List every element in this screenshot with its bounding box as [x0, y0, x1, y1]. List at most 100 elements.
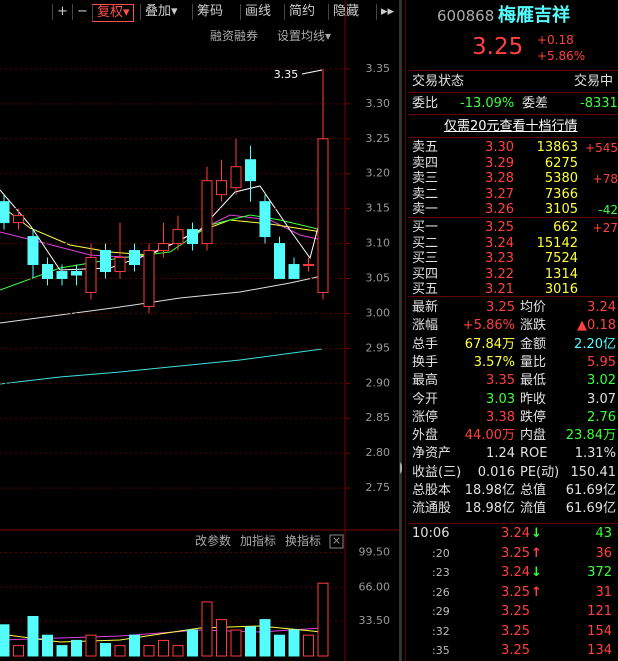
- book-label: 卖五: [412, 140, 439, 155]
- toolbar-button[interactable]: 画线: [240, 4, 271, 20]
- tick-volume: 43: [595, 526, 612, 541]
- candle-body: [114, 257, 126, 273]
- book-price: 3.23: [485, 251, 514, 266]
- volume-bar: [259, 619, 271, 657]
- toolbar-button[interactable]: −: [72, 4, 88, 20]
- chart: 3.35 ✕ 3.35 3.30 3.25 3.20 3.15 3.10 3.05 3.00 2…: [0, 0, 402, 661]
- stock-name: 梅雁吉祥: [498, 5, 570, 26]
- volume-bar: [274, 634, 285, 657]
- volume-bar: [85, 634, 97, 657]
- volume-bar: [201, 601, 213, 657]
- tick-volume: 121: [587, 604, 612, 619]
- candle-body: [42, 264, 53, 279]
- book-delta: +27: [592, 221, 618, 235]
- candle-body: [288, 264, 300, 279]
- stat-label: 今开: [412, 391, 439, 407]
- close-icon[interactable]: ✕: [332, 535, 341, 548]
- volume-bar: [129, 634, 140, 657]
- stat-label: 量比: [520, 354, 547, 370]
- book-label: 买五: [412, 282, 439, 297]
- toolbar-button[interactable]: 筹码: [192, 4, 223, 20]
- volume-bar: [230, 629, 242, 657]
- close-indicator[interactable]: [329, 534, 344, 549]
- indicator-tool[interactable]: 改参数: [195, 534, 232, 548]
- tick-volume: 372: [587, 565, 612, 580]
- change-pct: +5.86%: [537, 49, 586, 63]
- book-label: 卖二: [412, 186, 439, 202]
- divider: [408, 114, 618, 115]
- divider: [408, 217, 618, 218]
- ratio-label: 委比: [412, 96, 439, 111]
- book-volume: 7524: [544, 251, 578, 266]
- promo-link[interactable]: 仅需20元查看十档行情: [444, 119, 578, 134]
- toolbar-button[interactable]: ▸▸: [376, 4, 394, 20]
- y-tick-label: 2.95: [366, 341, 391, 354]
- stat-value: 3.35: [486, 373, 515, 389]
- toolbar-link[interactable]: 融资融券: [210, 29, 259, 43]
- y-tick-label: 3.30: [366, 97, 391, 110]
- tick-price: 3.25: [501, 643, 530, 658]
- volume-bar: [100, 643, 111, 657]
- candle-body: [172, 229, 184, 245]
- stat-label: 最低: [520, 373, 547, 389]
- stat-value: 1.31%: [574, 446, 616, 462]
- candle-body: [216, 180, 227, 196]
- book-label: 卖三: [412, 171, 439, 186]
- toolbar-button[interactable]: +: [52, 4, 68, 20]
- candle-body: [158, 243, 169, 252]
- divider: [405, 0, 406, 661]
- indicator-tool[interactable]: 换指标: [285, 534, 322, 548]
- diff-value: -8331: [580, 96, 618, 111]
- book-volume: 7366: [544, 186, 578, 202]
- toolbar-button[interactable]: 隐藏: [328, 4, 359, 20]
- stat-label: 收益(三): [412, 464, 462, 480]
- stat-value: 18.98亿: [464, 483, 515, 498]
- ma-line: [0, 275, 323, 324]
- candle-body: [129, 250, 140, 266]
- tick-volume: 134: [587, 643, 612, 658]
- candle-body: [0, 201, 10, 224]
- toolbar-button[interactable]: 叠加▾: [140, 4, 178, 20]
- book-volume: 1314: [544, 266, 578, 282]
- volume-bar: [56, 645, 68, 657]
- ma-line: [0, 348, 323, 385]
- stat-label: 跌停: [520, 409, 547, 425]
- toolbar-link[interactable]: 设置均线▾: [277, 29, 332, 43]
- stat-label: 昨收: [520, 391, 547, 407]
- candle-body: [230, 166, 242, 189]
- y-tick-label: 99.50: [359, 546, 391, 559]
- book-delta: +78: [592, 172, 618, 186]
- volume-bar: [42, 634, 53, 657]
- stat-label: 总股本: [412, 483, 452, 498]
- scrollbar[interactable]: [399, 0, 402, 661]
- price: 3.25: [472, 34, 524, 60]
- y-tick-label: 3.20: [366, 167, 391, 180]
- stat-value: 23.84万: [565, 428, 616, 444]
- volume-bar: [187, 629, 198, 657]
- tick-volume: 31: [595, 584, 612, 600]
- volume-bar: [216, 619, 227, 657]
- divider: [408, 92, 618, 93]
- stat-label: 外盘: [412, 428, 439, 444]
- stat-value: 3.07: [587, 391, 616, 407]
- collapse-arrow[interactable]: [400, 462, 402, 474]
- stat-label: 涨停: [412, 409, 439, 425]
- stat-label: 金额: [520, 336, 547, 352]
- book-price: 3.24: [485, 235, 514, 251]
- stat-value: 1.24: [486, 446, 515, 462]
- y-tick-label: 3.05: [366, 271, 391, 284]
- volume-bar: [303, 634, 314, 657]
- stat-label: 最高: [412, 373, 439, 389]
- toolbar-button[interactable]: 简约: [284, 4, 315, 20]
- diff-label: 委差: [522, 96, 549, 111]
- y-tick-label: 3.00: [366, 306, 391, 319]
- toolbar-button[interactable]: 复权▾: [92, 4, 134, 22]
- book-price: 3.22: [485, 266, 514, 282]
- divider: [408, 523, 618, 524]
- indicator-tool[interactable]: 加指标: [240, 534, 277, 548]
- volume-bar: [114, 645, 126, 657]
- stat-label: 涨跌: [520, 318, 547, 334]
- book-volume: 3105: [544, 202, 578, 217]
- book-volume: 15142: [536, 235, 578, 251]
- y-tick-label: 2.80: [366, 446, 391, 459]
